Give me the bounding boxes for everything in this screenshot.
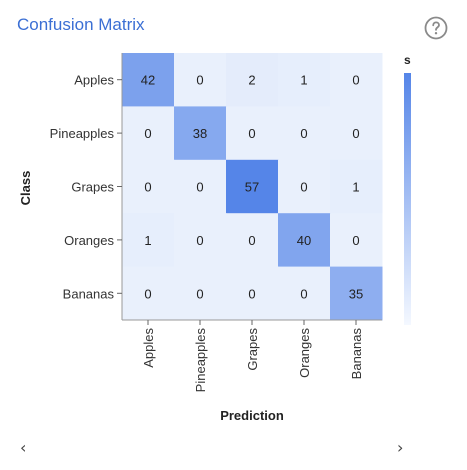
- matrix-cell: [226, 53, 279, 107]
- x-tick-label: Apples: [141, 328, 156, 368]
- cell-value-label: 0: [352, 126, 359, 141]
- x-axis-title: Prediction: [220, 408, 284, 423]
- cell-value-label: 0: [144, 180, 151, 195]
- cell-value-label: 0: [300, 126, 307, 141]
- x-tick-label: Bananas: [349, 328, 364, 380]
- cell-value-label: 0: [196, 180, 203, 195]
- matrix-cell: [226, 266, 279, 321]
- y-tick-label: Apples: [74, 73, 114, 88]
- y-axis-title: Class: [18, 171, 33, 206]
- chevron-left-icon[interactable]: ‹: [20, 438, 27, 457]
- matrix-cell: [226, 159, 279, 214]
- matrix-cell: [330, 266, 383, 321]
- matrix-cell: [122, 106, 175, 161]
- matrix-cell: [278, 159, 331, 214]
- cell-value-label: 0: [352, 233, 359, 248]
- x-tick-label: Pineapples: [193, 328, 208, 393]
- matrix-cell: [174, 106, 227, 161]
- card-title: Confusion Matrix: [17, 15, 145, 34]
- color-legend-bar: [404, 73, 411, 325]
- cell-value-label: 1: [144, 233, 151, 248]
- x-tick-label: Grapes: [245, 328, 260, 371]
- matrix-cell: [174, 266, 227, 321]
- cell-value-label: 1: [300, 73, 307, 88]
- cell-value-label: 2: [248, 73, 255, 88]
- matrix-cell: [226, 213, 279, 268]
- x-tick-label: Oranges: [297, 328, 312, 378]
- matrix-cell: [278, 106, 331, 161]
- matrix-cell: [122, 159, 175, 214]
- matrix-cell: [330, 53, 383, 107]
- matrix-cell: [330, 213, 383, 268]
- y-tick-label: Grapes: [71, 180, 114, 195]
- chevron-right-icon[interactable]: ›: [397, 438, 404, 457]
- matrix-cell: [174, 159, 227, 214]
- cell-value-label: 0: [300, 180, 307, 195]
- cell-value-label: 0: [248, 233, 255, 248]
- cell-value-label: 0: [144, 126, 151, 141]
- cell-value-label: 0: [352, 73, 359, 88]
- cell-value-label: 38: [193, 126, 207, 141]
- matrix-cell: [330, 159, 383, 214]
- cell-value-label: 0: [196, 286, 203, 301]
- y-tick-label: Oranges: [64, 233, 114, 248]
- cell-value-label: 0: [248, 286, 255, 301]
- matrix-cell: [122, 266, 175, 321]
- matrix-cell: [278, 266, 331, 321]
- cell-value-label: 35: [349, 286, 363, 301]
- matrix-cell: [174, 53, 227, 107]
- matrix-cell: [174, 213, 227, 268]
- y-tick-label: Bananas: [63, 286, 115, 301]
- cell-value-label: 0: [196, 233, 203, 248]
- legend-label: s: [404, 53, 411, 67]
- cell-value-label: 0: [144, 286, 151, 301]
- cell-value-label: 0: [248, 126, 255, 141]
- cell-value-label: 57: [245, 180, 259, 195]
- matrix-cell: [122, 213, 175, 268]
- cell-value-label: 40: [297, 233, 311, 248]
- matrix-cell: [278, 53, 331, 107]
- matrix-cell: [278, 213, 331, 268]
- matrix-cell: [226, 106, 279, 161]
- y-tick-label: Pineapples: [50, 126, 115, 141]
- matrix-cell: [122, 53, 175, 107]
- cell-value-label: 0: [196, 73, 203, 88]
- help-icon[interactable]: [424, 16, 448, 40]
- matrix-cell: [330, 106, 383, 161]
- cell-value-label: 42: [141, 73, 155, 88]
- cell-value-label: 0: [300, 286, 307, 301]
- cell-value-label: 1: [352, 180, 359, 195]
